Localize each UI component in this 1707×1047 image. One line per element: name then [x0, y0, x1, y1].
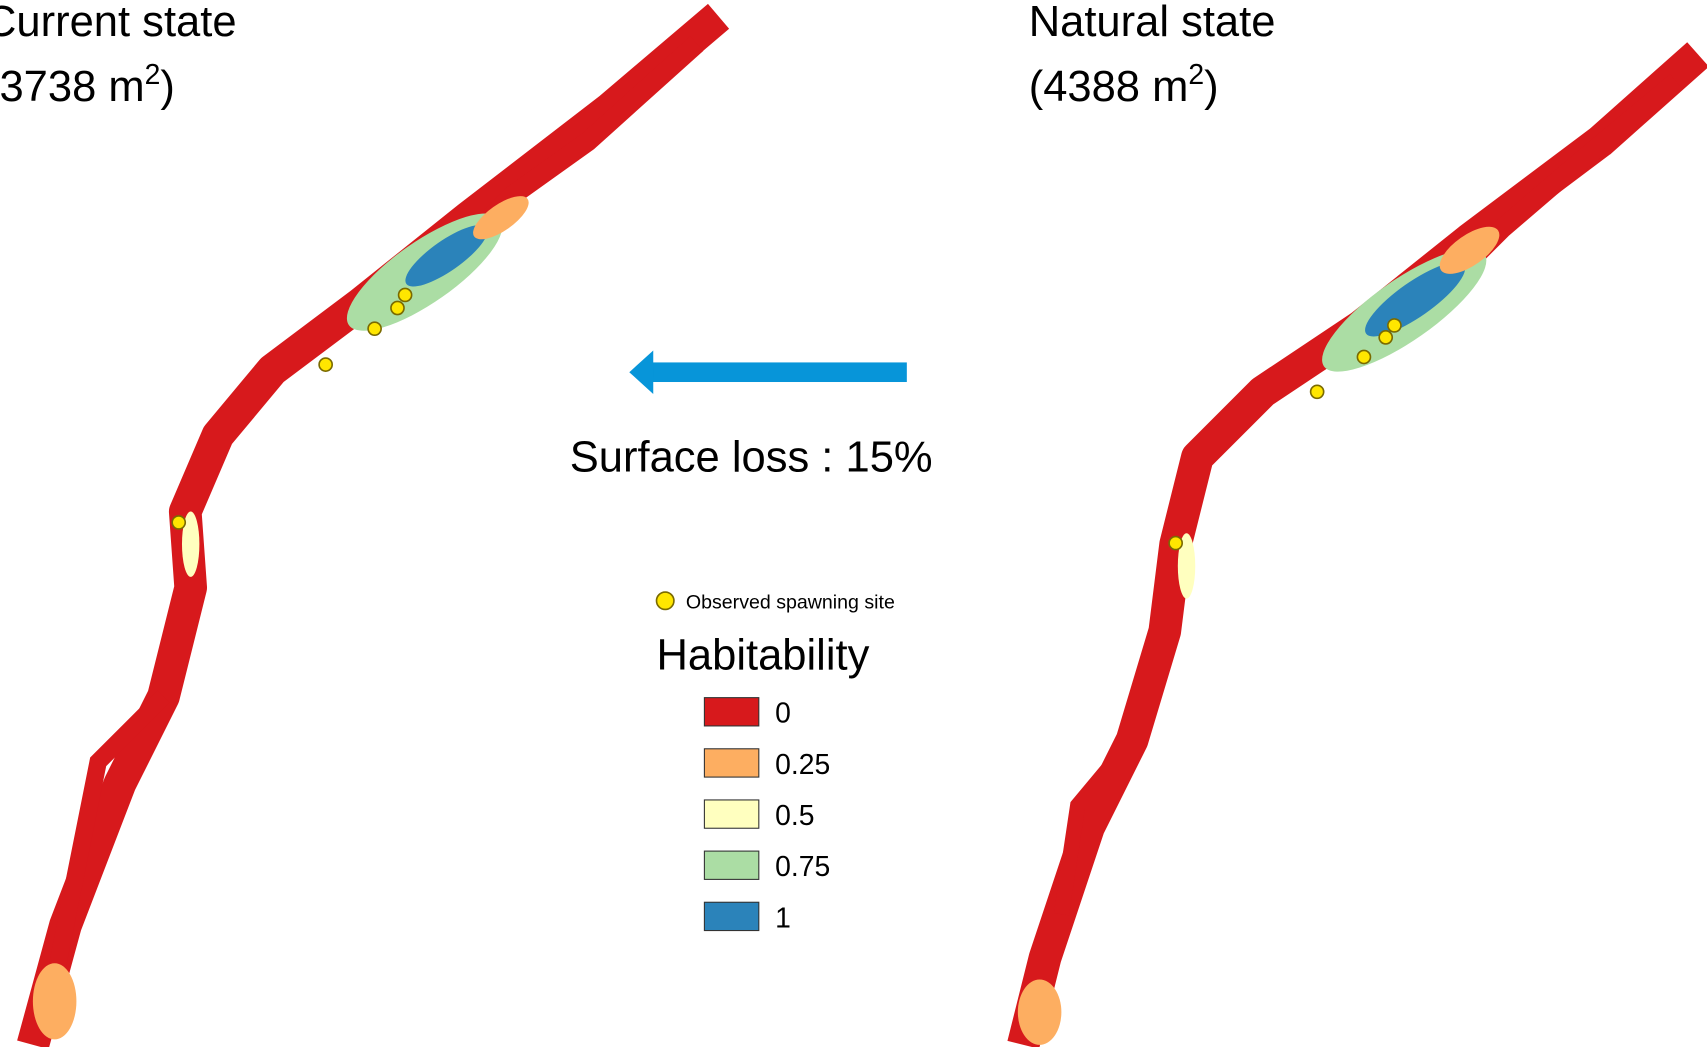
- current-state-map: [33, 16, 719, 1044]
- legend-swatch: [704, 698, 758, 726]
- page: Current state (3738 m2) Natural state (4…: [0, 0, 1707, 1047]
- legend-marker: [657, 592, 674, 609]
- legend-swatch: [704, 902, 758, 930]
- legend-swatch: [704, 749, 758, 777]
- legend-label: 0: [775, 697, 791, 729]
- area-close: ): [1204, 63, 1219, 111]
- figure: Current state (3738 m2) Natural state (4…: [0, 0, 1707, 1047]
- change-label: Surface loss : 15%: [570, 433, 933, 481]
- area-text: (3738 m: [0, 63, 145, 111]
- legend-title: Habitability: [657, 631, 870, 679]
- legend-marker-label: Observed spawning site: [686, 591, 895, 613]
- right-area: (4388 m2): [1029, 58, 1219, 111]
- left-area: (3738 m2): [0, 58, 175, 111]
- area-exponent: 2: [145, 58, 161, 90]
- arrow: [629, 350, 907, 394]
- legend-label: 0.75: [775, 850, 830, 882]
- area-exponent: 2: [1188, 58, 1204, 90]
- legend-label: 0.5: [775, 799, 814, 831]
- legend-label: 0.25: [775, 748, 830, 780]
- natural-state-map: [1018, 54, 1698, 1044]
- area-text: (4388 m: [1029, 63, 1189, 111]
- legend-swatch: [704, 800, 758, 828]
- right-title: Natural state: [1029, 0, 1276, 46]
- legend: Observed spawning site Habitability 0 0.2…: [657, 591, 895, 933]
- left-title: Current state: [0, 0, 237, 46]
- legend-swatch: [704, 851, 758, 879]
- area-close: ): [160, 63, 175, 111]
- legend-label: 1: [775, 901, 791, 933]
